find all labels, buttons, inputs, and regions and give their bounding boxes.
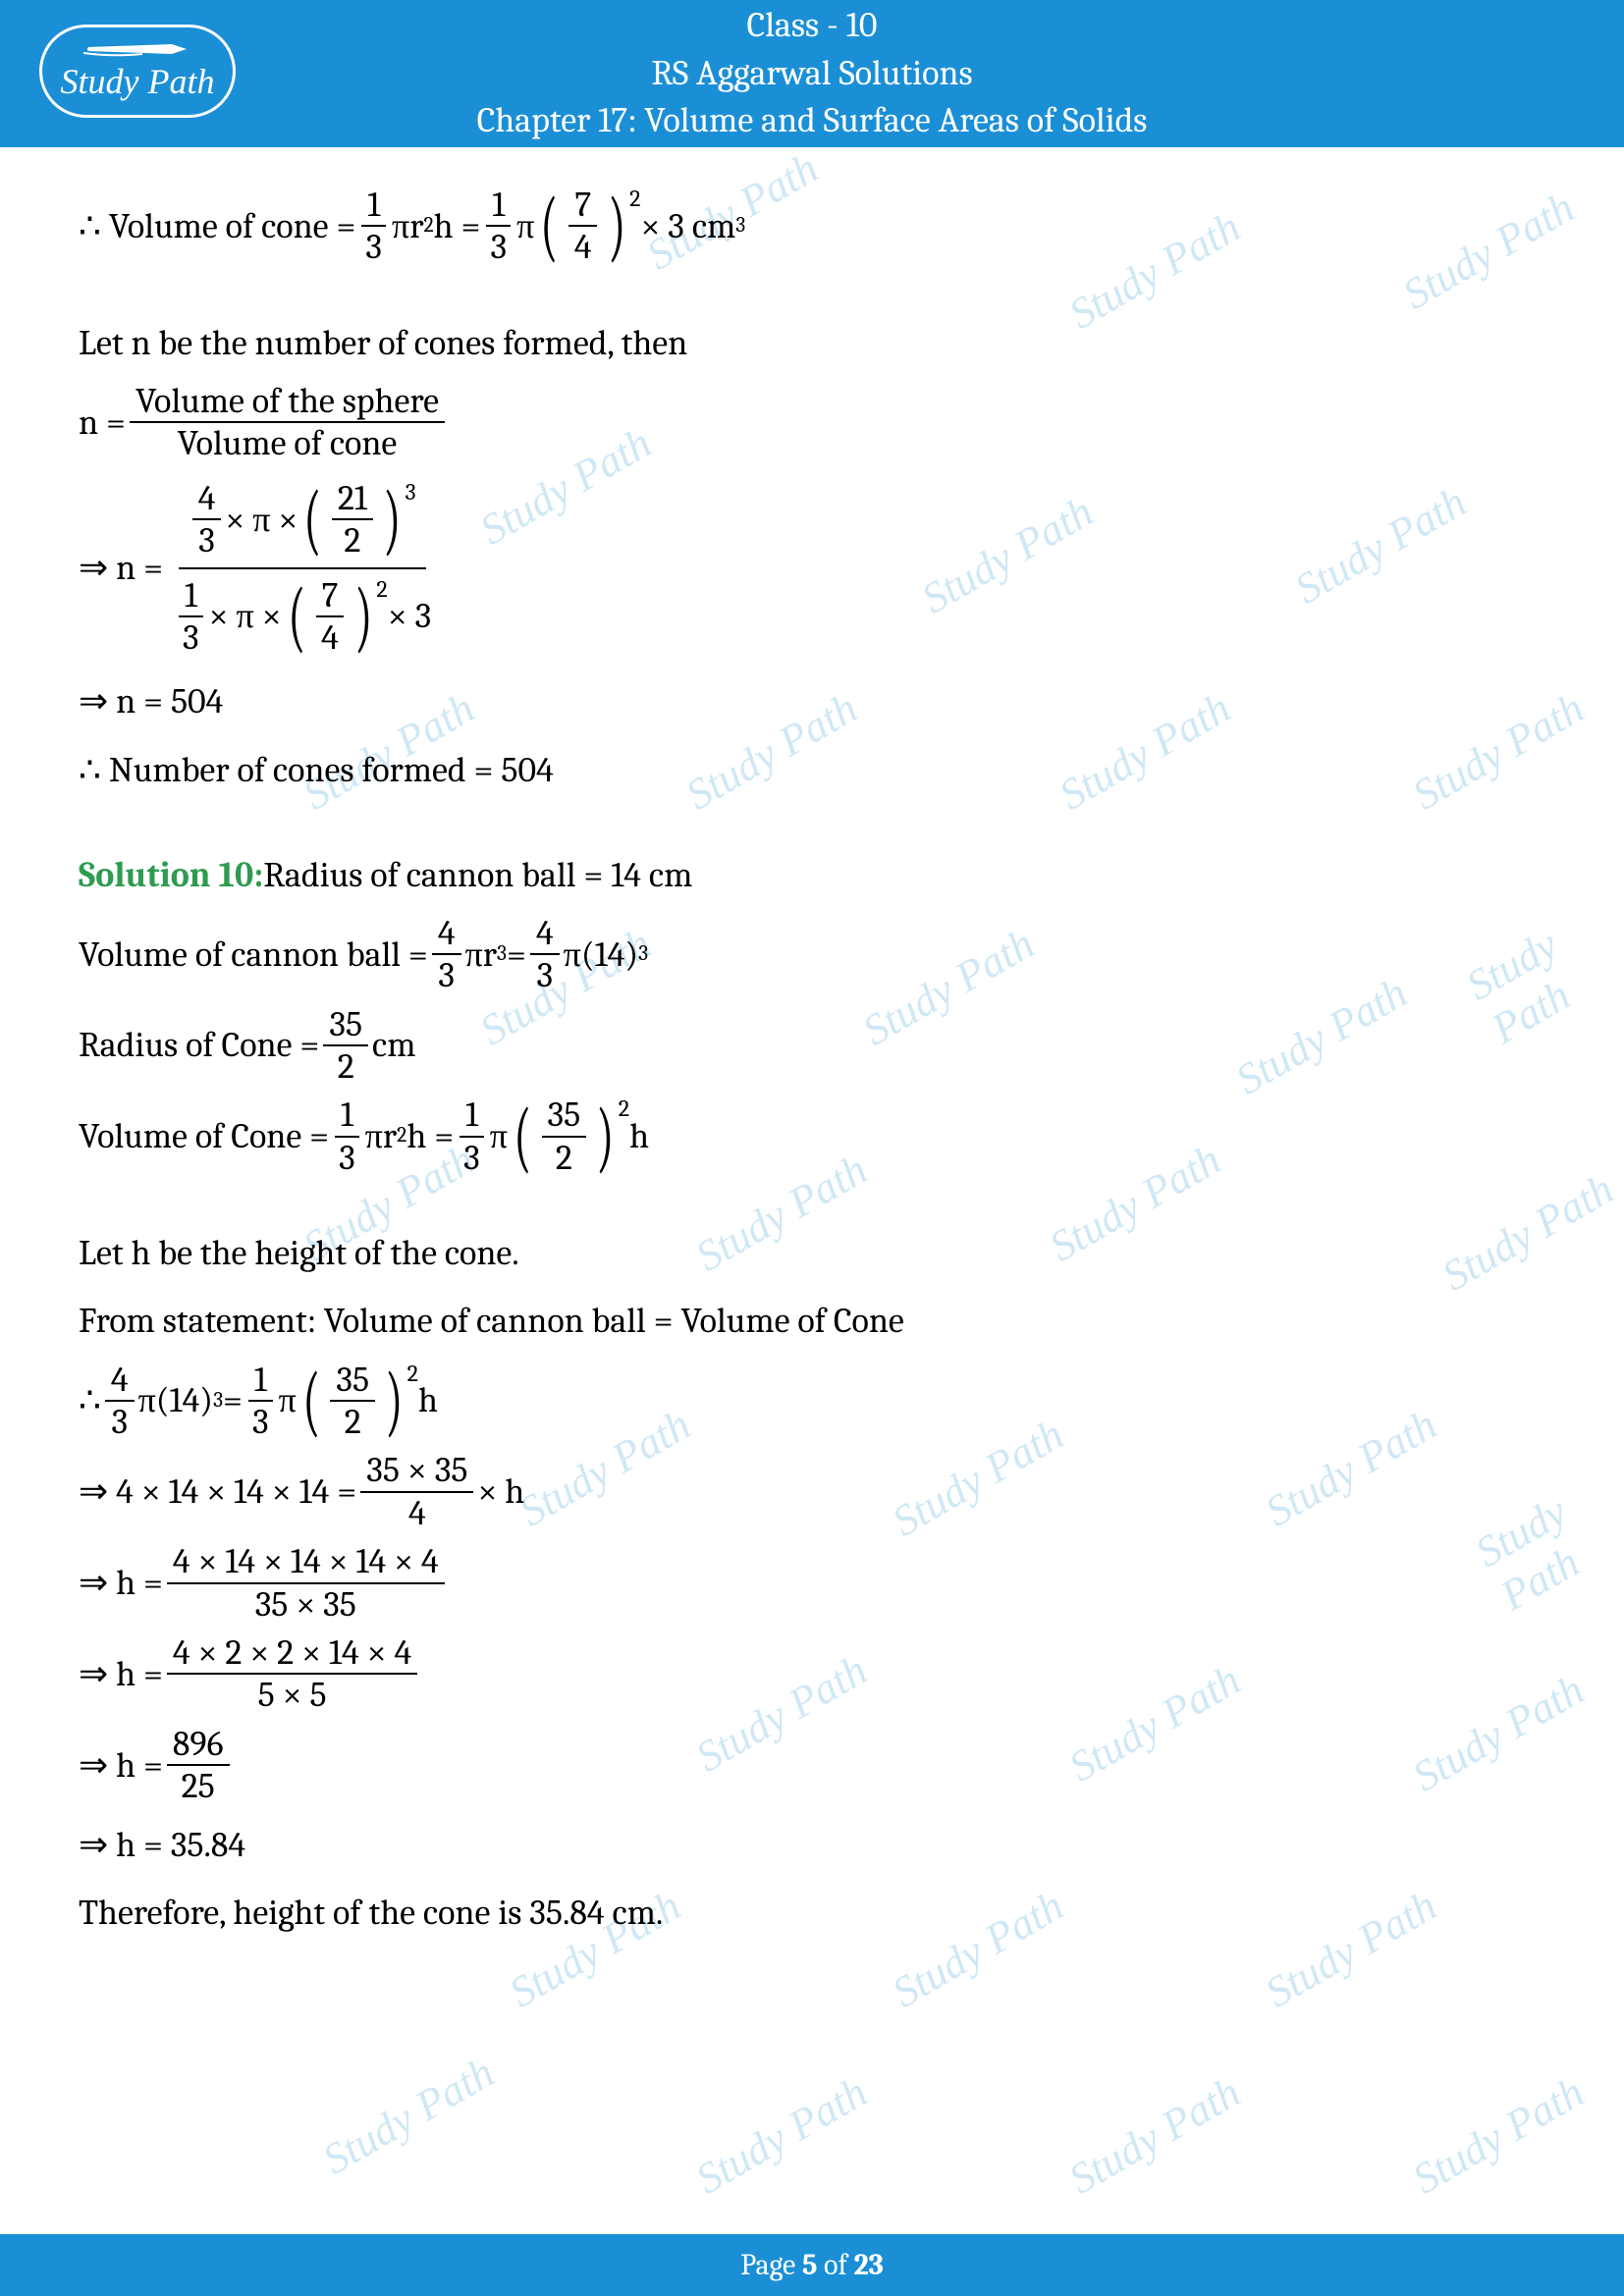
- eq-n-result: ⇒ n = 504: [79, 671, 1545, 731]
- watermark-text: Study Path: [687, 2066, 876, 2204]
- text: πr: [392, 196, 423, 256]
- logo: Study Path: [39, 25, 236, 118]
- eq-cone-volume: Volume of Cone = 13 πr2 h = 13 π (352)2 …: [79, 1095, 1545, 1178]
- watermark-text: Study Path: [1060, 2066, 1249, 2204]
- watermark-text: Study Path: [1404, 2066, 1593, 2204]
- page-content: ∴ Volume of cone = 13 πr2 h = 13 π ( 74 …: [0, 147, 1624, 2009]
- big-fraction: 43 × π × (212)3 13 × π × (74)2 × 3: [163, 472, 441, 665]
- text: ∴ Volume of cone =: [79, 196, 355, 256]
- page-footer: Page 5 of 23: [0, 2234, 1624, 2296]
- eq-cone-radius: Radius of Cone = 352 cm: [79, 1004, 1545, 1088]
- solution-10-heading: Solution 10: Radius of cannon ball = 14 …: [79, 845, 1545, 905]
- eq-step-3: ⇒ h = 4 × 2 × 2 × 14 × 45 × 5: [79, 1632, 1545, 1716]
- text-line: From statement: Volume of cannon ball = …: [79, 1291, 1545, 1351]
- text-conclusion-1: ∴ Number of cones formed = 504: [79, 740, 1545, 800]
- solution-label: Solution 10:: [79, 845, 263, 905]
- sup: 3: [735, 208, 745, 244]
- eq-step-1: ⇒ 4 × 14 × 14 × 14 = 35 × 354 × h: [79, 1450, 1545, 1533]
- eq-volume-cone-1: ∴ Volume of cone = 13 πr2 h = 13 π ( 74 …: [79, 185, 1545, 268]
- chapter-line: Chapter 17: Volume and Surface Areas of …: [39, 97, 1585, 145]
- eq-h-result: ⇒ h = 35.84: [79, 1815, 1545, 1875]
- header-titles: Class - 10 RS Aggarwal Solutions Chapter…: [39, 2, 1585, 145]
- eq-n-expand: ⇒ n = 43 × π × (212)3 13 × π × (74)2 × 3: [79, 472, 1545, 665]
- footer-total: 23: [853, 2248, 883, 2282]
- text: h =: [434, 196, 481, 256]
- fraction: 13: [484, 185, 513, 268]
- logo-oval: Study Path: [39, 25, 236, 118]
- footer-current: 5: [802, 2248, 818, 2282]
- text: × 3 cm: [640, 196, 735, 256]
- page-header: Study Path Class - 10 RS Aggarwal Soluti…: [0, 0, 1624, 147]
- footer-prefix: Page: [740, 2248, 802, 2282]
- text: ⇒ n =: [79, 538, 163, 598]
- fraction: 13: [359, 185, 388, 268]
- fraction: Volume of the sphere Volume of cone: [130, 381, 445, 464]
- eq-cannon-volume: Volume of cannon ball = 43 πr3 = 43 π(14…: [79, 913, 1545, 996]
- eq-n-def: n = Volume of the sphere Volume of cone: [79, 381, 1545, 464]
- paren-group: ( 74 ) 2: [534, 185, 640, 268]
- eq-step-4: ⇒ h = 89625: [79, 1724, 1545, 1807]
- text-line: Let h be the height of the cone.: [79, 1223, 1545, 1283]
- footer-mid: of: [817, 2248, 853, 2282]
- pencil-icon: [83, 41, 191, 57]
- text: π: [516, 196, 534, 256]
- eq-step-2: ⇒ h = 4 × 14 × 14 × 14 × 435 × 35: [79, 1541, 1545, 1625]
- text-line: Let n be the number of cones formed, the…: [79, 313, 1545, 373]
- text: Radius of cannon ball = 14 cm: [263, 845, 692, 905]
- sup: 2: [423, 208, 433, 244]
- text-conclusion-2: Therefore, height of the cone is 35.84 c…: [79, 1883, 1545, 1943]
- watermark-text: Study Path: [314, 2047, 503, 2184]
- class-line: Class - 10: [39, 2, 1585, 50]
- text: n =: [79, 393, 126, 453]
- logo-text: Study Path: [61, 61, 215, 102]
- eq-equality: ∴ 43 π(14)3 = 13 π (352)2 h: [79, 1360, 1545, 1443]
- book-line: RS Aggarwal Solutions: [39, 50, 1585, 98]
